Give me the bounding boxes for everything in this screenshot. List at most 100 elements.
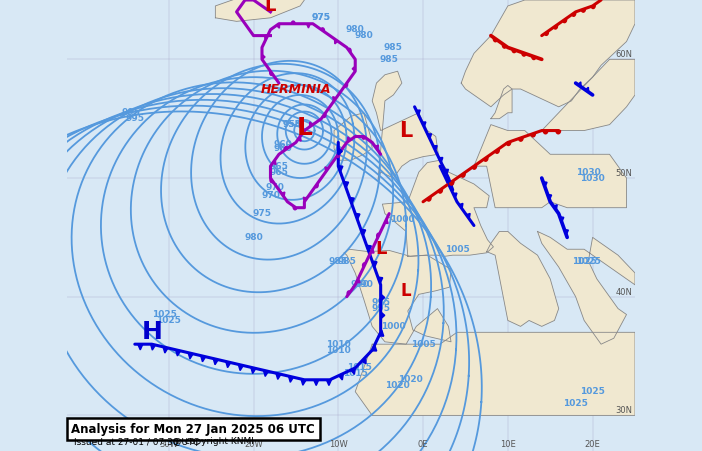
Polygon shape: [355, 332, 635, 415]
Polygon shape: [371, 249, 374, 253]
Polygon shape: [459, 203, 463, 209]
Polygon shape: [326, 380, 331, 386]
Polygon shape: [303, 197, 307, 202]
Polygon shape: [347, 137, 351, 142]
Polygon shape: [289, 376, 293, 382]
Text: 975: 975: [253, 209, 272, 218]
Polygon shape: [495, 148, 499, 153]
Text: 1015: 1015: [347, 364, 372, 373]
Polygon shape: [352, 66, 355, 71]
Polygon shape: [314, 380, 319, 386]
Polygon shape: [447, 181, 451, 186]
Text: 985: 985: [384, 43, 403, 52]
Text: 40N: 40N: [616, 288, 633, 297]
Polygon shape: [226, 361, 231, 368]
Polygon shape: [375, 145, 378, 150]
Polygon shape: [422, 122, 426, 127]
Polygon shape: [372, 261, 377, 267]
Polygon shape: [298, 136, 301, 141]
Polygon shape: [559, 217, 564, 222]
Polygon shape: [564, 230, 569, 235]
Text: L: L: [399, 120, 413, 141]
Polygon shape: [578, 82, 581, 87]
Polygon shape: [506, 142, 511, 146]
Text: 1015: 1015: [343, 369, 368, 378]
Polygon shape: [585, 87, 589, 92]
Polygon shape: [378, 277, 383, 284]
Polygon shape: [347, 291, 350, 295]
Polygon shape: [350, 198, 355, 204]
Polygon shape: [453, 193, 457, 198]
Polygon shape: [543, 130, 548, 134]
Polygon shape: [519, 137, 523, 141]
Polygon shape: [276, 373, 281, 379]
Polygon shape: [543, 182, 547, 187]
Polygon shape: [310, 122, 313, 127]
Polygon shape: [351, 368, 355, 374]
Text: 1025: 1025: [157, 316, 181, 325]
Polygon shape: [380, 312, 385, 319]
Polygon shape: [383, 160, 494, 256]
Text: 1010: 1010: [326, 340, 351, 349]
Polygon shape: [321, 28, 324, 32]
Polygon shape: [263, 370, 268, 377]
Polygon shape: [362, 357, 366, 364]
Polygon shape: [444, 170, 449, 175]
Polygon shape: [372, 71, 438, 179]
Polygon shape: [438, 189, 442, 193]
Text: 975: 975: [312, 13, 331, 22]
Polygon shape: [270, 178, 273, 183]
Polygon shape: [344, 182, 349, 188]
Polygon shape: [494, 37, 497, 42]
Polygon shape: [307, 24, 310, 28]
Polygon shape: [362, 263, 366, 268]
Text: 30W: 30W: [159, 440, 178, 449]
Polygon shape: [461, 0, 635, 107]
Polygon shape: [163, 347, 168, 353]
Text: L: L: [375, 240, 386, 258]
Text: 990: 990: [350, 281, 369, 290]
Text: 1010: 1010: [326, 345, 351, 354]
Polygon shape: [277, 23, 279, 28]
Text: 975: 975: [312, 13, 331, 22]
Polygon shape: [503, 44, 506, 48]
Polygon shape: [474, 124, 626, 208]
Polygon shape: [442, 170, 446, 175]
Polygon shape: [262, 54, 265, 60]
Polygon shape: [450, 182, 453, 187]
Polygon shape: [293, 206, 297, 210]
Text: 1025: 1025: [563, 399, 588, 408]
Polygon shape: [338, 148, 343, 155]
Text: 1020: 1020: [385, 381, 410, 390]
Polygon shape: [338, 166, 343, 172]
Polygon shape: [416, 110, 420, 115]
Text: L: L: [265, 0, 276, 15]
Text: 1005: 1005: [411, 340, 435, 349]
Polygon shape: [433, 146, 437, 151]
Polygon shape: [238, 364, 244, 371]
Text: 985: 985: [329, 257, 347, 266]
Polygon shape: [344, 249, 451, 344]
Text: 960: 960: [274, 144, 293, 153]
Polygon shape: [265, 35, 267, 40]
Polygon shape: [336, 153, 340, 157]
Text: @ copyright KNMI: @ copyright KNMI: [173, 437, 254, 446]
Polygon shape: [538, 231, 635, 344]
Polygon shape: [484, 156, 488, 161]
Polygon shape: [531, 133, 536, 137]
Polygon shape: [427, 196, 431, 201]
Polygon shape: [486, 231, 559, 327]
Polygon shape: [301, 379, 306, 385]
Text: 10W: 10W: [329, 440, 347, 449]
Text: 0E: 0E: [418, 440, 428, 449]
Polygon shape: [472, 165, 477, 169]
Polygon shape: [315, 183, 318, 188]
Polygon shape: [333, 97, 336, 101]
Text: 955: 955: [282, 120, 301, 129]
Polygon shape: [176, 350, 180, 356]
Polygon shape: [522, 52, 526, 56]
Polygon shape: [270, 71, 273, 75]
Text: 30N: 30N: [616, 406, 633, 415]
Polygon shape: [284, 147, 288, 151]
Polygon shape: [325, 167, 329, 172]
